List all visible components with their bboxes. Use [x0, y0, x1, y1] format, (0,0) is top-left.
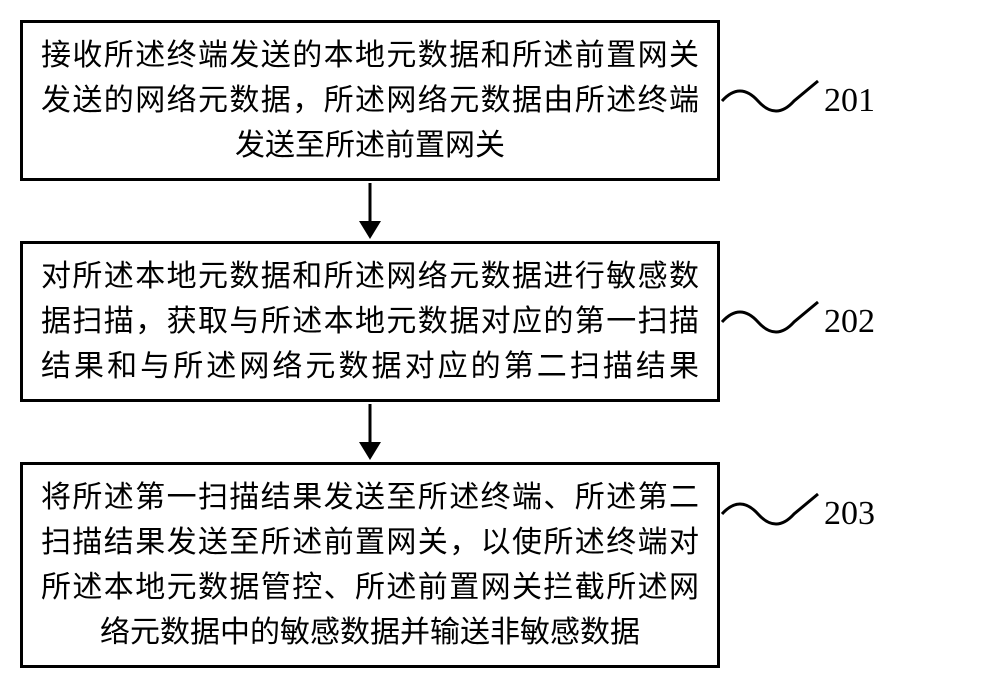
- squiggle-connector-icon: [720, 489, 820, 539]
- step-text-line: 扫描结果发送至所述前置网关，以使所述终端对: [41, 520, 699, 565]
- flowchart-step: 对所述本地元数据和所述网络元数据进行敏感数 据扫描，获取与所述本地元数据对应的第…: [20, 241, 980, 402]
- step-box-1: 接收所述终端发送的本地元数据和所述前置网关 发送的网络元数据，所述网络元数据由所…: [20, 20, 720, 181]
- arrow-down-icon: [350, 402, 390, 462]
- flowchart-container: 接收所述终端发送的本地元数据和所述前置网关 发送的网络元数据，所述网络元数据由所…: [20, 20, 980, 668]
- squiggle-connector-icon: [720, 76, 820, 126]
- step-box-2: 对所述本地元数据和所述网络元数据进行敏感数 据扫描，获取与所述本地元数据对应的第…: [20, 241, 720, 402]
- step-label-connector: 202: [720, 297, 875, 347]
- step-text-line: 发送的网络元数据，所述网络元数据由所述终端: [41, 78, 699, 123]
- step-text-line: 对所述本地元数据和所述网络元数据进行敏感数: [41, 254, 699, 299]
- step-label-connector: 201: [720, 76, 875, 126]
- step-label-connector: 203: [720, 489, 875, 539]
- step-text-line: 结果和与所述网络元数据对应的第二扫描结果: [41, 344, 699, 389]
- step-text-line: 络元数据中的敏感数据并输送非敏感数据: [41, 610, 699, 655]
- step-text-line: 将所述第一扫描结果发送至所述终端、所述第二: [41, 475, 699, 520]
- step-box-3: 将所述第一扫描结果发送至所述终端、所述第二 扫描结果发送至所述前置网关，以使所述…: [20, 462, 720, 668]
- step-label: 201: [824, 82, 875, 120]
- step-text-line: 接收所述终端发送的本地元数据和所述前置网关: [41, 33, 699, 78]
- arrow-down-icon: [350, 181, 390, 241]
- flowchart-step: 接收所述终端发送的本地元数据和所述前置网关 发送的网络元数据，所述网络元数据由所…: [20, 20, 980, 181]
- flowchart-step: 将所述第一扫描结果发送至所述终端、所述第二 扫描结果发送至所述前置网关，以使所述…: [20, 462, 980, 668]
- step-text-line: 发送至所述前置网关: [41, 123, 699, 168]
- step-label: 202: [824, 303, 875, 341]
- squiggle-connector-icon: [720, 297, 820, 347]
- step-text-line: 据扫描，获取与所述本地元数据对应的第一扫描: [41, 299, 699, 344]
- flow-arrow: [20, 402, 720, 462]
- step-label: 203: [824, 495, 875, 533]
- flow-arrow: [20, 181, 720, 241]
- step-text-line: 所述本地元数据管控、所述前置网关拦截所述网: [41, 565, 699, 610]
